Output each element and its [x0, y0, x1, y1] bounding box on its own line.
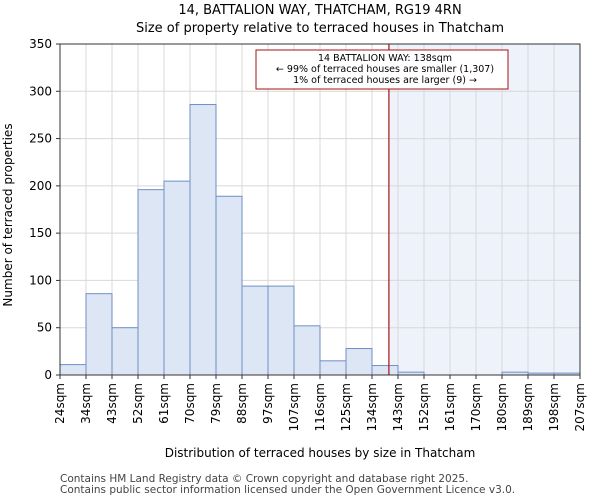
footer-line-1: Contains HM Land Registry data © Crown c…: [60, 473, 469, 485]
marker-annotation: 14 BATTALION WAY: 138sqm ← 99% of terrac…: [255, 49, 509, 90]
chart: 14, BATTALION WAY, THATCHAM, RG19 4RN Si…: [1, 3, 587, 460]
x-axis-label: Distribution of terraced houses by size …: [165, 446, 476, 460]
bar-88sqm: [241, 285, 269, 376]
y-tick-label: 50: [37, 321, 52, 335]
bar-52sqm: [137, 189, 165, 376]
bar-107sqm: [293, 325, 321, 376]
y-tick-label: 0: [44, 368, 52, 382]
bar-116sqm: [319, 360, 347, 376]
x-tick-label: 107sqm: [287, 383, 301, 431]
x-tick-label: 88sqm: [235, 383, 249, 424]
y-tick-label: 350: [29, 37, 52, 51]
bar-97sqm: [267, 285, 295, 376]
bar-125sqm: [345, 348, 373, 376]
bar-61sqm: [163, 180, 191, 376]
bar-24sqm: [59, 364, 87, 376]
x-axis-ticks: 24sqm 34sqm 43sqm 52sqm 61sqm 70sqm 79sqm 88sqm…: [53, 375, 587, 431]
annotation-line-3: 1% of terraced houses are larger (9) →: [293, 75, 477, 86]
chart-subtitle: Size of property relative to terraced ho…: [136, 21, 504, 36]
y-axis-ticks: 0 50 100 150 200 250 300 350: [29, 37, 60, 382]
x-tick-label: 125sqm: [339, 383, 353, 431]
footer-line-2: Contains public sector information licen…: [60, 484, 516, 496]
annotation-line-2: ← 99% of terraced houses are smaller (1,…: [276, 64, 494, 75]
x-tick-label: 180sqm: [495, 383, 509, 431]
y-tick-label: 250: [29, 132, 52, 146]
x-tick-label: 43sqm: [105, 383, 119, 424]
y-tick-label: 100: [29, 273, 52, 287]
x-tick-label: 79sqm: [209, 383, 223, 424]
y-tick-label: 200: [29, 179, 52, 193]
x-tick-label: 52sqm: [131, 383, 145, 424]
x-tick-label: 161sqm: [443, 383, 457, 431]
bar-134sqm: [371, 365, 399, 376]
x-tick-label: 198sqm: [547, 383, 561, 431]
x-tick-label: 97sqm: [261, 383, 275, 424]
x-tick-label: 34sqm: [79, 383, 93, 424]
y-tick-label: 300: [29, 84, 52, 98]
x-tick-label: 170sqm: [469, 383, 483, 431]
y-tick-label: 150: [29, 226, 52, 240]
y-axis-label: Number of terraced properties: [1, 123, 15, 306]
bars: [59, 104, 581, 376]
bar-34sqm: [85, 293, 113, 376]
x-tick-label: 70sqm: [183, 383, 197, 424]
annotation-box: [255, 49, 509, 90]
annotation-line-1: 14 BATTALION WAY: 138sqm: [318, 53, 452, 64]
x-tick-label: 189sqm: [521, 383, 535, 431]
x-tick-label: 116sqm: [313, 383, 327, 431]
bar-43sqm: [111, 327, 139, 376]
bar-70sqm: [189, 104, 217, 376]
x-tick-label: 152sqm: [417, 383, 431, 431]
x-tick-label: 134sqm: [365, 383, 379, 431]
x-tick-label: 24sqm: [53, 383, 67, 424]
x-tick-label: 61sqm: [157, 383, 171, 424]
bar-79sqm: [215, 195, 243, 376]
x-tick-label: 143sqm: [391, 383, 405, 431]
highlight-region: [388, 44, 580, 375]
chart-title: 14, BATTALION WAY, THATCHAM, RG19 4RN: [178, 3, 461, 18]
x-tick-label: 207sqm: [573, 383, 587, 431]
